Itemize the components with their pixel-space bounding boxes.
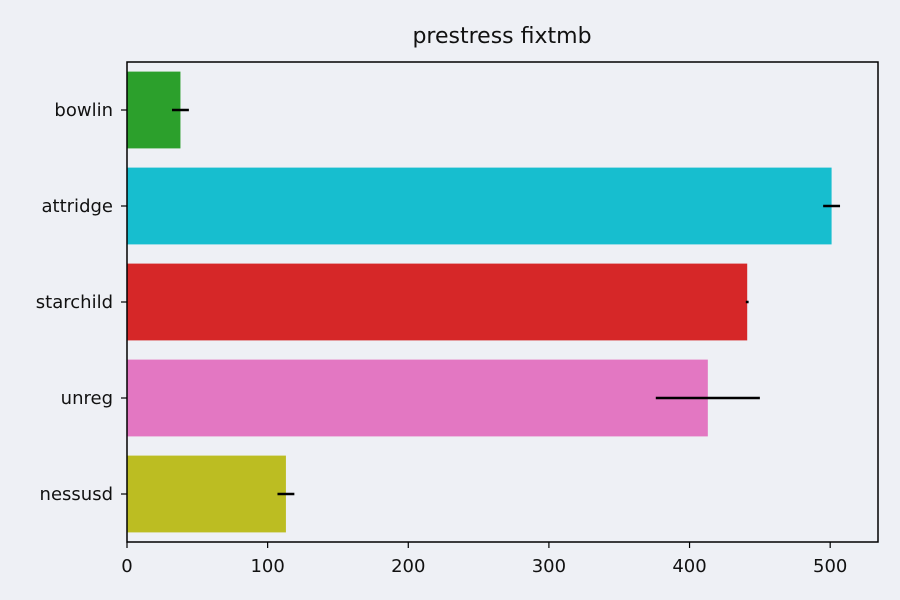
chart-title: prestress fixtmb — [412, 24, 591, 49]
x-tick-label: 400 — [672, 556, 706, 577]
x-tick-label: 200 — [391, 556, 425, 577]
y-tick-label: starchild — [36, 292, 113, 313]
bar-unreg — [127, 359, 708, 437]
y-tick-label: unreg — [61, 388, 113, 409]
x-tick-label: 300 — [532, 556, 566, 577]
x-axis: 0 100 200 300 400 500 — [121, 542, 847, 577]
y-tick-label: nessusd — [40, 484, 113, 505]
x-tick-label: 500 — [813, 556, 847, 577]
y-tick-label: attridge — [42, 196, 113, 217]
x-tick-label: 0 — [121, 556, 132, 577]
bar-starchild — [127, 263, 748, 341]
error-bars-layer — [172, 108, 841, 496]
bar-nessusd — [127, 455, 286, 533]
bar-attridge — [127, 167, 832, 245]
y-axis: bowlin attridge starchild unreg nessusd — [36, 100, 127, 505]
bars-layer — [127, 71, 832, 533]
y-tick-label: bowlin — [54, 100, 113, 121]
bar-bowlin — [127, 71, 181, 149]
x-tick-label: 100 — [250, 556, 284, 577]
